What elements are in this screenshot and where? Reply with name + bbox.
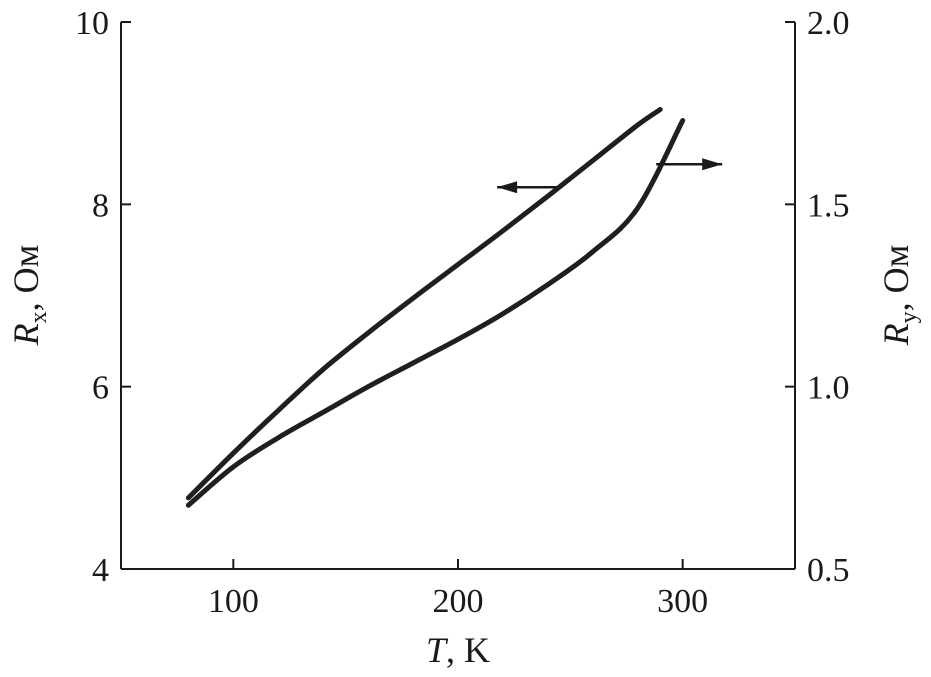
right-axis-title-unit: , Ом [876,245,916,312]
arrow-to-left-axis [497,181,560,194]
ry-series-line [185,118,686,508]
arrow-to-right-axis [656,158,723,171]
annotations [497,158,723,194]
left-axis-title-sub: x [26,311,52,323]
left-axis-title-var: R [6,323,46,346]
left-axis-title: Rx, Ом [6,245,52,347]
x-tick-label: 300 [657,583,708,620]
right-axis-title: Ry, Ом [876,245,922,347]
left-axis-title-unit: , Ом [6,245,46,312]
x-axis-title: T, K [426,630,490,670]
arrow-to-left-axis-head [497,181,518,194]
right-y-tick-label: 2.0 [807,5,850,42]
left-y-tick-label: 8 [92,187,109,224]
right-axis-title-var: R [876,323,916,346]
x-axis-title-unit: , K [446,630,490,670]
left-y-tick-label: 4 [92,552,109,589]
ticks: 100 200 300 4 6 8 10 0.5 1.0 1.5 2.0 [75,5,850,620]
series [185,107,686,508]
right-y-tick-label: 1.5 [807,187,850,224]
right-axis-title-sub: y [896,311,922,323]
x-axis-title-var: T [426,630,449,670]
axes [120,22,796,570]
arrow-to-right-axis-head [702,158,723,171]
right-y-tick-label: 1.0 [807,370,850,407]
x-tick-label: 100 [208,583,259,620]
rx-series-line [185,107,663,501]
left-y-tick-label: 6 [92,370,109,407]
right-y-tick-label: 0.5 [807,552,850,589]
x-tick-label: 200 [433,583,484,620]
left-y-tick-label: 10 [75,5,109,42]
